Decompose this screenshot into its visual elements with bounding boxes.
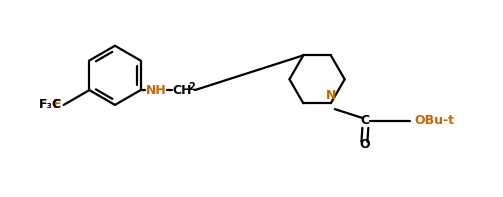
Text: F: F xyxy=(53,98,62,112)
Text: CH: CH xyxy=(172,84,192,97)
Text: O: O xyxy=(359,138,370,151)
Text: F₃C: F₃C xyxy=(39,98,62,112)
Text: N: N xyxy=(325,89,336,102)
Text: 2: 2 xyxy=(188,82,195,92)
Text: NH: NH xyxy=(145,84,166,97)
Text: OBu-t: OBu-t xyxy=(414,114,455,127)
Text: C: C xyxy=(361,114,370,127)
